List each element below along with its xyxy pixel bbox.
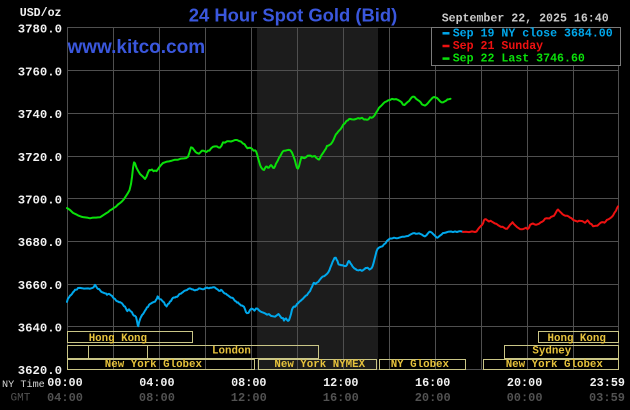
svg-text:NY Time: NY Time xyxy=(2,379,45,391)
svg-text:04:00: 04:00 xyxy=(139,376,174,390)
svg-text:GMT: GMT xyxy=(11,392,31,404)
svg-text:Sydney: Sydney xyxy=(532,346,571,358)
svg-text:3740.0: 3740.0 xyxy=(18,108,62,122)
svg-text:3720.0: 3720.0 xyxy=(18,151,62,165)
svg-text:3760.0: 3760.0 xyxy=(18,65,62,79)
svg-text:New York Globex: New York Globex xyxy=(105,359,203,371)
svg-text:08:00: 08:00 xyxy=(139,391,175,405)
svg-text:New York NYMEX: New York NYMEX xyxy=(274,359,365,371)
svg-text:20:00: 20:00 xyxy=(415,391,451,405)
svg-text:16:00: 16:00 xyxy=(415,376,450,390)
svg-text:NY Globex: NY Globex xyxy=(391,359,450,371)
svg-text:08:00: 08:00 xyxy=(231,376,266,390)
svg-text:USD/oz: USD/oz xyxy=(20,7,62,20)
svg-text:3660.0: 3660.0 xyxy=(18,279,62,293)
svg-text:New York Globex: New York Globex xyxy=(506,359,604,371)
svg-text:00:00: 00:00 xyxy=(507,391,543,405)
svg-text:3700.0: 3700.0 xyxy=(18,193,62,207)
svg-text:24 Hour Spot Gold (Bid): 24 Hour Spot Gold (Bid) xyxy=(189,5,397,26)
svg-text:Hong Kong: Hong Kong xyxy=(548,333,606,345)
svg-text:Sep 21 Sunday: Sep 21 Sunday xyxy=(453,40,543,53)
svg-text:3680.0: 3680.0 xyxy=(18,236,62,250)
svg-text:16:00: 16:00 xyxy=(323,391,359,405)
svg-text:20:00: 20:00 xyxy=(507,376,542,390)
svg-text:23:59: 23:59 xyxy=(590,376,625,390)
svg-text:12:00: 12:00 xyxy=(323,376,358,390)
svg-text:3620.0: 3620.0 xyxy=(18,364,62,378)
svg-text:London: London xyxy=(212,346,251,358)
svg-text:September 22, 2025 16:40: September 22, 2025 16:40 xyxy=(442,13,609,26)
svg-text:03:59: 03:59 xyxy=(589,391,625,405)
svg-text:Hong Kong: Hong Kong xyxy=(89,333,147,345)
svg-text:Sep 22 Last 3746.60: Sep 22 Last 3746.60 xyxy=(453,53,585,66)
svg-text:04:00: 04:00 xyxy=(47,391,83,405)
svg-text:12:00: 12:00 xyxy=(231,391,267,405)
svg-text:3780.0: 3780.0 xyxy=(18,23,62,37)
svg-text:www.kitco.com: www.kitco.com xyxy=(67,37,206,58)
svg-text:3640.0: 3640.0 xyxy=(18,322,62,336)
svg-text:00:00: 00:00 xyxy=(47,376,82,390)
svg-text:Sep 19 NY close 3684.00: Sep 19 NY close 3684.00 xyxy=(453,27,613,40)
